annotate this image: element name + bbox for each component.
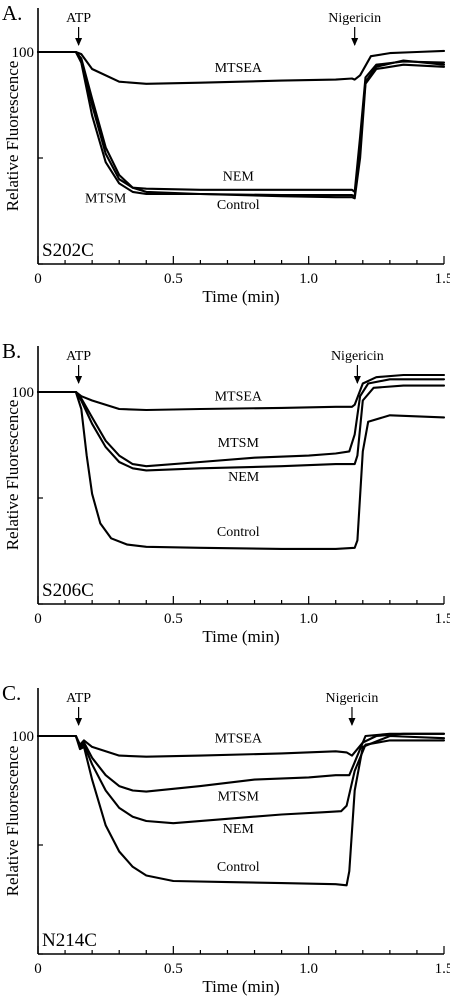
series-label: MTSM	[218, 789, 260, 804]
annotation-arrow-head	[348, 718, 356, 726]
series-label: Control	[217, 198, 260, 213]
trace-control	[36, 50, 446, 200]
trace-nem	[36, 734, 446, 825]
series-label: MTSM	[218, 436, 260, 451]
trace-mtsm	[36, 378, 446, 468]
panel-id: S202C	[42, 240, 94, 261]
annotation-label: Nigericin	[326, 691, 379, 706]
panel-letter: C.	[2, 681, 21, 705]
trace-mtsm	[36, 732, 446, 793]
x-tick-label: 1.0	[299, 611, 318, 627]
x-axis-title: Time (min)	[202, 287, 279, 306]
trace-mtsea	[36, 49, 446, 85]
annotation-arrow-head	[353, 376, 361, 384]
x-tick-label: 1.0	[299, 271, 318, 287]
x-tick-label: 1.0	[299, 961, 318, 977]
trace-control	[36, 390, 446, 550]
trace-nem	[36, 384, 446, 472]
series-label: Control	[217, 525, 260, 540]
y-axis-title: Relative Fluorescence	[3, 400, 22, 551]
x-tick-label: 1.5	[435, 611, 450, 627]
panel-letter: A.	[2, 1, 22, 25]
y-tick-label: 100	[12, 385, 35, 401]
y-axis-title: Relative Fluorescence	[3, 746, 22, 897]
trace-control	[36, 734, 446, 887]
trace-mtsea	[36, 732, 446, 758]
annotation-arrow-head	[75, 38, 83, 46]
y-tick-label: 100	[12, 45, 35, 61]
x-tick-label: 0	[34, 611, 42, 627]
annotation-label: ATP	[66, 691, 91, 706]
annotation-arrow-head	[75, 376, 83, 384]
series-label: NEM	[223, 822, 255, 837]
series-label: NEM	[228, 470, 260, 485]
series-label: NEM	[223, 169, 255, 184]
x-tick-label: 0	[34, 961, 42, 977]
x-tick-label: 1.5	[435, 271, 450, 287]
series-label: Control	[217, 860, 260, 875]
x-tick-label: 0.5	[164, 271, 183, 287]
annotation-label: Nigericin	[331, 349, 384, 364]
annotation-label: ATP	[66, 11, 91, 26]
panel-id: S206C	[42, 580, 94, 601]
x-axis-title: Time (min)	[202, 627, 279, 646]
trace-mtsea	[36, 373, 446, 412]
x-tick-label: 0	[34, 271, 42, 287]
x-tick-label: 0.5	[164, 961, 183, 977]
series-label: MTSEA	[215, 389, 263, 404]
y-axis-title: Relative Fluorescence	[3, 61, 22, 212]
series-label: MTSM	[85, 192, 127, 207]
series-label: MTSEA	[215, 61, 263, 76]
annotation-arrow-head	[351, 38, 359, 46]
annotation-label: Nigericin	[328, 11, 381, 26]
y-tick-label: 100	[12, 729, 35, 745]
x-axis-title: Time (min)	[202, 977, 279, 996]
panel-letter: B.	[2, 339, 21, 363]
trace-nem	[36, 50, 446, 193]
panel-id: N214C	[42, 930, 97, 951]
series-label: MTSEA	[215, 732, 263, 747]
x-tick-label: 1.5	[435, 961, 450, 977]
annotation-arrow-head	[75, 718, 83, 726]
annotation-label: ATP	[66, 349, 91, 364]
x-tick-label: 0.5	[164, 611, 183, 627]
